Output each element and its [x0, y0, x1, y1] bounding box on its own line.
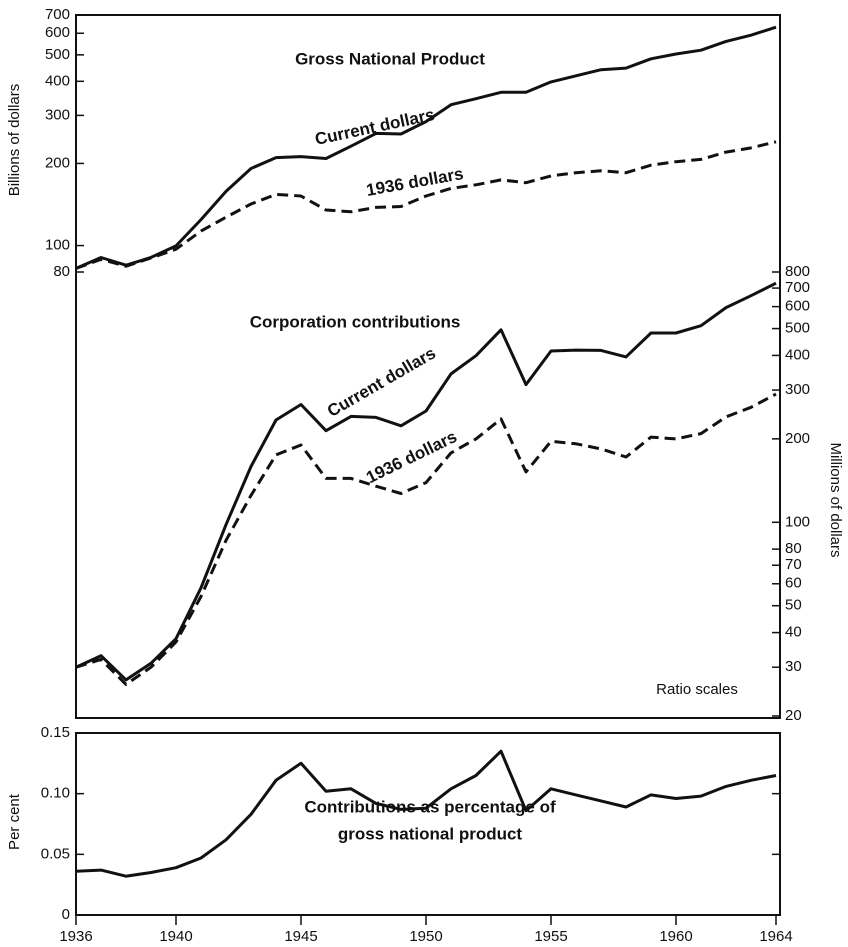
note: Ratio scales — [656, 681, 738, 698]
y-tick-label: 300 — [45, 106, 70, 123]
x-tick-label: 1955 — [534, 928, 567, 945]
pct-title: Contributions as percentage of — [304, 797, 556, 816]
y-tick-label: 500 — [785, 320, 810, 337]
y-tick-label: 700 — [45, 6, 70, 23]
y-tick-label: 400 — [45, 72, 70, 89]
y-tick-label: 0 — [62, 906, 70, 923]
y-tick-label: 300 — [785, 381, 810, 398]
upper-frame — [75, 14, 781, 719]
y-tick-label: 80 — [53, 263, 70, 280]
y-tick-label: 80 — [785, 540, 802, 557]
series-label: 1936 dollars — [365, 164, 465, 200]
y-tick-label: 20 — [785, 707, 802, 724]
y-tick-label: 600 — [45, 24, 70, 41]
x-tick-label: 1940 — [159, 928, 192, 945]
y-tick-label: 70 — [785, 556, 802, 573]
series-line — [75, 281, 777, 682]
y-tick-label: 30 — [785, 658, 802, 675]
y-tick-label: 800 — [785, 263, 810, 280]
y-tick-label: 200 — [785, 430, 810, 447]
contrib-title: Corporation contributions — [250, 312, 461, 331]
y-axis-label: Per cent — [6, 793, 23, 850]
y-tick-label: 0.05 — [41, 845, 70, 862]
series-line — [75, 749, 777, 878]
y-tick-label: 500 — [45, 46, 70, 63]
x-tick-label: 1964 — [759, 928, 792, 945]
y-tick-label: 100 — [785, 513, 810, 530]
series-label: Current dollars — [324, 343, 439, 420]
x-tick-label: 1950 — [409, 928, 442, 945]
y-tick-label: 0.15 — [41, 724, 70, 741]
y2-axis-label: Millions of dollars — [827, 442, 844, 557]
gnp-title: Gross National Product — [295, 49, 485, 68]
series-line — [75, 392, 777, 686]
y-tick-label: 60 — [785, 575, 802, 592]
series-label: 1936 dollars — [363, 427, 460, 487]
series-line — [75, 140, 777, 270]
y-tick-label: 400 — [785, 346, 810, 363]
y-tick-label: 0.10 — [41, 785, 70, 802]
y-tick-label: 50 — [785, 597, 802, 614]
x-tick-label: 1945 — [284, 928, 317, 945]
pct-title: gross national product — [338, 824, 523, 843]
lower-frame — [75, 732, 781, 916]
y-axis-label: Billions of dollars — [6, 84, 23, 197]
y-tick-label: 100 — [45, 237, 70, 254]
x-tick-label: 1960 — [659, 928, 692, 945]
y-tick-label: 700 — [785, 279, 810, 296]
series-label: Current dollars — [313, 105, 436, 149]
x-tick-label: 1936 — [59, 928, 92, 945]
series-line — [75, 25, 777, 270]
y-tick-label: 600 — [785, 298, 810, 315]
y-tick-label: 200 — [45, 154, 70, 171]
y-tick-label: 40 — [785, 624, 802, 641]
